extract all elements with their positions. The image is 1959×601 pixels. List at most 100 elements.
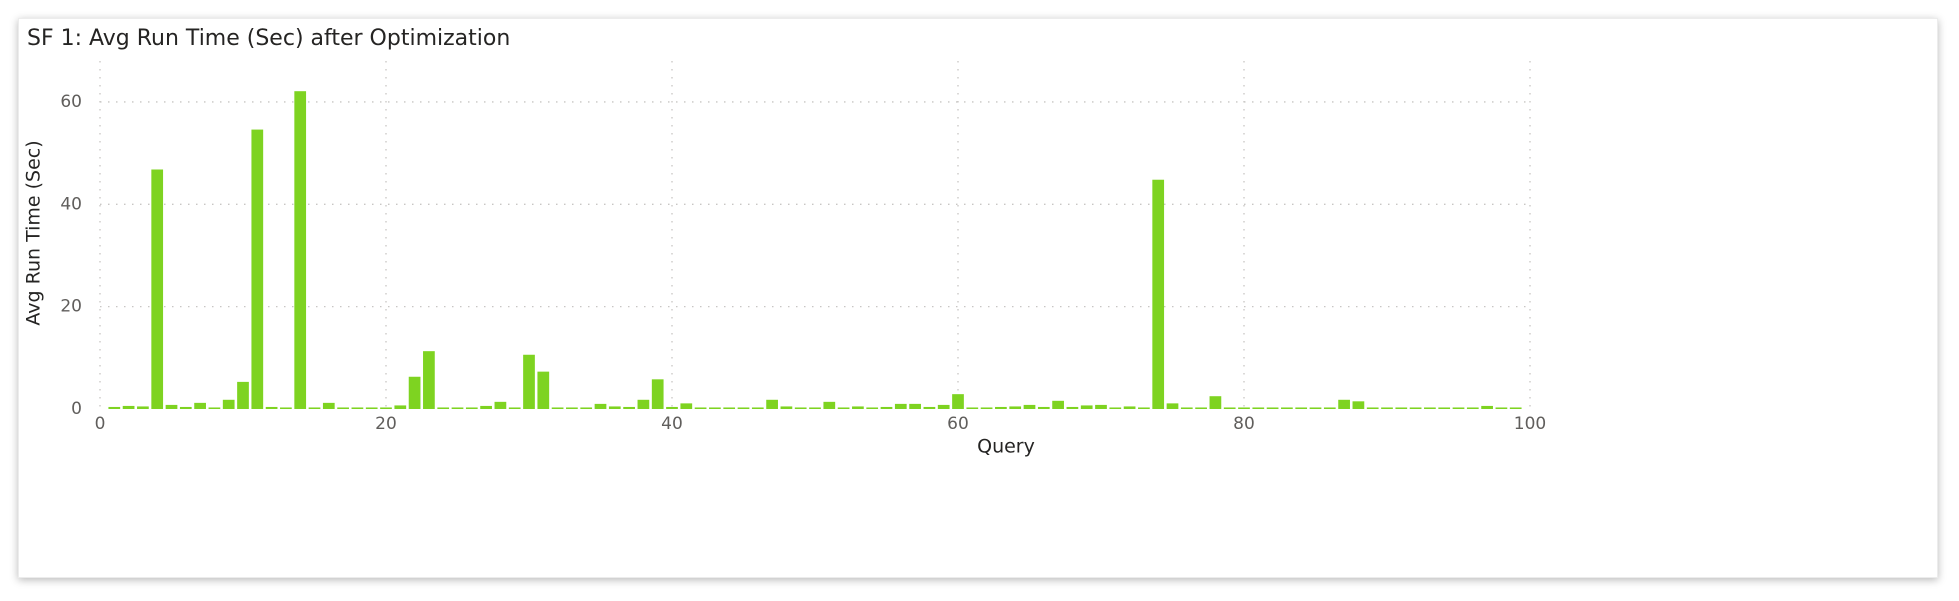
bar[interactable] [1252,407,1265,409]
bar[interactable] [237,381,249,409]
bar[interactable] [1009,406,1022,409]
bar[interactable] [1281,407,1293,409]
bar[interactable] [280,407,292,409]
bar[interactable] [680,403,693,409]
bar[interactable] [108,406,121,409]
bar[interactable] [1381,407,1393,409]
bar[interactable] [1323,407,1336,409]
bar[interactable] [437,407,450,409]
bar[interactable] [508,407,521,409]
bar[interactable] [1424,407,1436,409]
bar[interactable] [623,406,635,409]
bar[interactable] [1138,407,1150,409]
bar[interactable] [608,406,621,409]
bar[interactable] [365,407,378,409]
bar[interactable] [694,407,707,409]
bar[interactable] [966,407,979,409]
bar[interactable] [1495,407,1508,409]
bar[interactable] [1052,400,1064,409]
bar[interactable] [1409,407,1422,409]
bar[interactable] [823,401,836,409]
bar[interactable] [1037,406,1050,409]
bar[interactable] [751,407,764,409]
bar[interactable] [1023,404,1036,409]
bar[interactable] [137,406,149,409]
bar[interactable] [809,407,821,409]
bar[interactable] [122,405,135,409]
bar[interactable] [308,407,321,409]
bar[interactable] [337,407,349,409]
bar[interactable] [322,402,335,409]
bar[interactable] [394,405,407,409]
bar[interactable] [1481,405,1493,409]
bar[interactable] [1466,407,1479,409]
bar[interactable] [995,406,1007,409]
bar[interactable] [1095,404,1107,409]
bar[interactable] [709,407,721,409]
bar[interactable] [251,129,264,409]
bar[interactable] [880,406,893,409]
bar[interactable] [1438,407,1451,409]
bar[interactable] [1180,407,1193,409]
y-tick-label: 40 [60,194,82,214]
bar[interactable] [1452,407,1465,409]
bar[interactable] [566,407,578,409]
bar[interactable] [523,354,535,409]
bar[interactable] [1080,405,1093,409]
bar[interactable] [1338,399,1350,409]
bar[interactable] [852,406,864,409]
bar[interactable] [923,406,936,409]
bar[interactable] [594,403,607,409]
bar[interactable] [551,407,564,409]
bar[interactable] [1266,407,1279,409]
bar[interactable] [794,407,807,409]
bar[interactable] [837,407,850,409]
bar[interactable] [451,407,464,409]
bar[interactable] [894,403,907,409]
bar[interactable] [265,406,278,409]
bar[interactable] [1123,406,1136,409]
bar[interactable] [1166,403,1179,409]
bar[interactable] [351,407,364,409]
bar[interactable] [937,404,950,409]
bar[interactable] [494,401,507,409]
bar[interactable] [380,407,392,409]
bar[interactable] [1109,407,1122,409]
bar[interactable] [952,394,964,409]
bar[interactable] [1238,407,1250,409]
bar[interactable] [480,405,492,409]
bar[interactable] [208,407,221,409]
bar[interactable] [1195,407,1207,409]
bar[interactable] [1352,401,1365,409]
bar[interactable] [465,407,478,409]
bar[interactable] [780,406,793,409]
bar[interactable] [194,402,206,409]
bar[interactable] [637,399,650,409]
bar[interactable] [408,376,421,409]
bar[interactable] [1152,179,1165,409]
bar[interactable] [766,399,778,409]
bar[interactable] [737,407,750,409]
bar[interactable] [866,407,879,409]
bar[interactable] [423,351,435,409]
bar[interactable] [666,406,678,409]
bar[interactable] [1395,407,1408,409]
bar[interactable] [980,407,993,409]
bar[interactable] [1366,407,1379,409]
bar[interactable] [1066,406,1079,409]
bar[interactable] [580,407,593,409]
bar[interactable] [179,406,192,409]
bar[interactable] [537,371,550,409]
bar[interactable] [723,407,736,409]
bar[interactable] [165,404,178,409]
bar[interactable] [1509,407,1522,409]
bar[interactable] [1295,407,1308,409]
bar[interactable] [222,399,235,409]
bar[interactable] [1223,407,1236,409]
bar[interactable] [294,91,307,409]
bar[interactable] [651,379,664,409]
bar[interactable] [1209,396,1222,409]
bar[interactable] [1309,407,1322,409]
bar[interactable] [909,403,921,409]
bar[interactable] [151,169,164,409]
